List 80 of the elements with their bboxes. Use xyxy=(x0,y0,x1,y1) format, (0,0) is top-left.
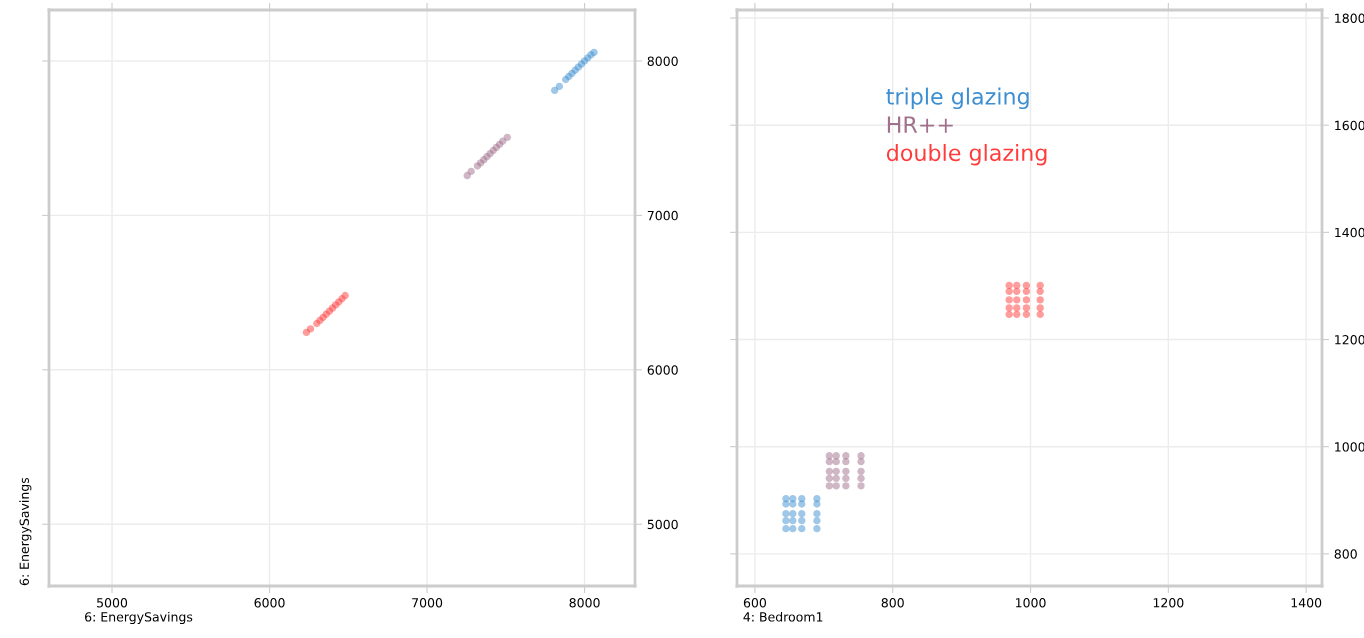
point xyxy=(555,82,564,91)
point xyxy=(857,452,865,460)
point xyxy=(1036,281,1044,290)
point xyxy=(341,291,349,300)
point xyxy=(467,167,475,176)
point xyxy=(842,452,850,460)
point xyxy=(1013,304,1021,312)
point xyxy=(1036,296,1044,304)
y-tick-label: 800 xyxy=(1334,549,1357,559)
y-tick-label: 1000 xyxy=(1335,442,1364,452)
text: HR++ xyxy=(887,116,953,133)
point xyxy=(782,509,790,518)
point xyxy=(813,516,821,525)
x-tick-label: 1000 xyxy=(1016,598,1046,608)
y-tick-label: 7000 xyxy=(647,210,678,221)
text: triple glazing xyxy=(886,87,1029,110)
point xyxy=(857,474,865,482)
point xyxy=(842,474,850,482)
x-tick-label: 5000 xyxy=(97,598,128,608)
point xyxy=(1005,304,1013,312)
x-tick-label: 1200 xyxy=(1153,598,1184,608)
y-tick-label: 1600 xyxy=(1335,120,1364,131)
point xyxy=(1013,281,1021,290)
point xyxy=(798,494,806,503)
point xyxy=(825,452,834,460)
y-tick-label: 5000 xyxy=(647,519,678,530)
y-tick-label: 8000 xyxy=(647,56,678,66)
point xyxy=(813,524,821,533)
x-tick-label: 7000 xyxy=(412,598,443,608)
x-tick-label: 6000 xyxy=(254,598,285,608)
point xyxy=(1022,304,1031,312)
point xyxy=(832,482,840,490)
point xyxy=(857,467,865,476)
point xyxy=(789,494,797,503)
point xyxy=(1036,310,1044,319)
point xyxy=(1005,310,1013,319)
point xyxy=(1005,296,1013,304)
point xyxy=(825,467,834,476)
point xyxy=(1022,287,1031,295)
point xyxy=(306,325,315,333)
y-tick-label: 6000 xyxy=(647,365,678,375)
point xyxy=(1005,281,1013,290)
point xyxy=(842,467,850,476)
point xyxy=(825,482,834,490)
y-axis-title: 6: EnergySavings xyxy=(19,477,32,586)
y-tick-label: 1400 xyxy=(1335,227,1364,238)
y-tick-label: 1800 xyxy=(1335,13,1364,23)
point xyxy=(825,474,834,482)
point xyxy=(1022,296,1031,304)
text: double glazing xyxy=(886,143,1047,166)
point xyxy=(789,516,797,525)
point xyxy=(1013,310,1021,319)
point xyxy=(789,509,797,518)
point xyxy=(798,516,806,525)
x-tick-label: 600 xyxy=(743,598,767,608)
point xyxy=(1036,304,1044,312)
point xyxy=(503,133,511,142)
x-tick-label: 800 xyxy=(881,598,904,608)
point xyxy=(782,494,790,503)
y-tick-label: 1200 xyxy=(1335,335,1364,345)
point xyxy=(1022,310,1031,319)
point xyxy=(857,482,865,490)
x-axis-title: 4: Bedroom1 xyxy=(743,611,823,622)
point xyxy=(798,524,806,533)
point xyxy=(813,494,821,503)
point xyxy=(832,452,840,460)
x-tick-label: 8000 xyxy=(569,598,600,608)
x-axis-title: 6: EnergySavings xyxy=(85,611,193,625)
x-tick-label: 1400 xyxy=(1291,598,1322,608)
point xyxy=(813,509,821,518)
point xyxy=(825,458,834,466)
point xyxy=(1013,296,1021,304)
point xyxy=(832,467,840,476)
point xyxy=(842,482,850,490)
point xyxy=(798,509,806,518)
point xyxy=(832,474,840,482)
point xyxy=(1022,281,1031,290)
point xyxy=(782,524,790,533)
point xyxy=(789,524,797,533)
point xyxy=(782,516,790,525)
